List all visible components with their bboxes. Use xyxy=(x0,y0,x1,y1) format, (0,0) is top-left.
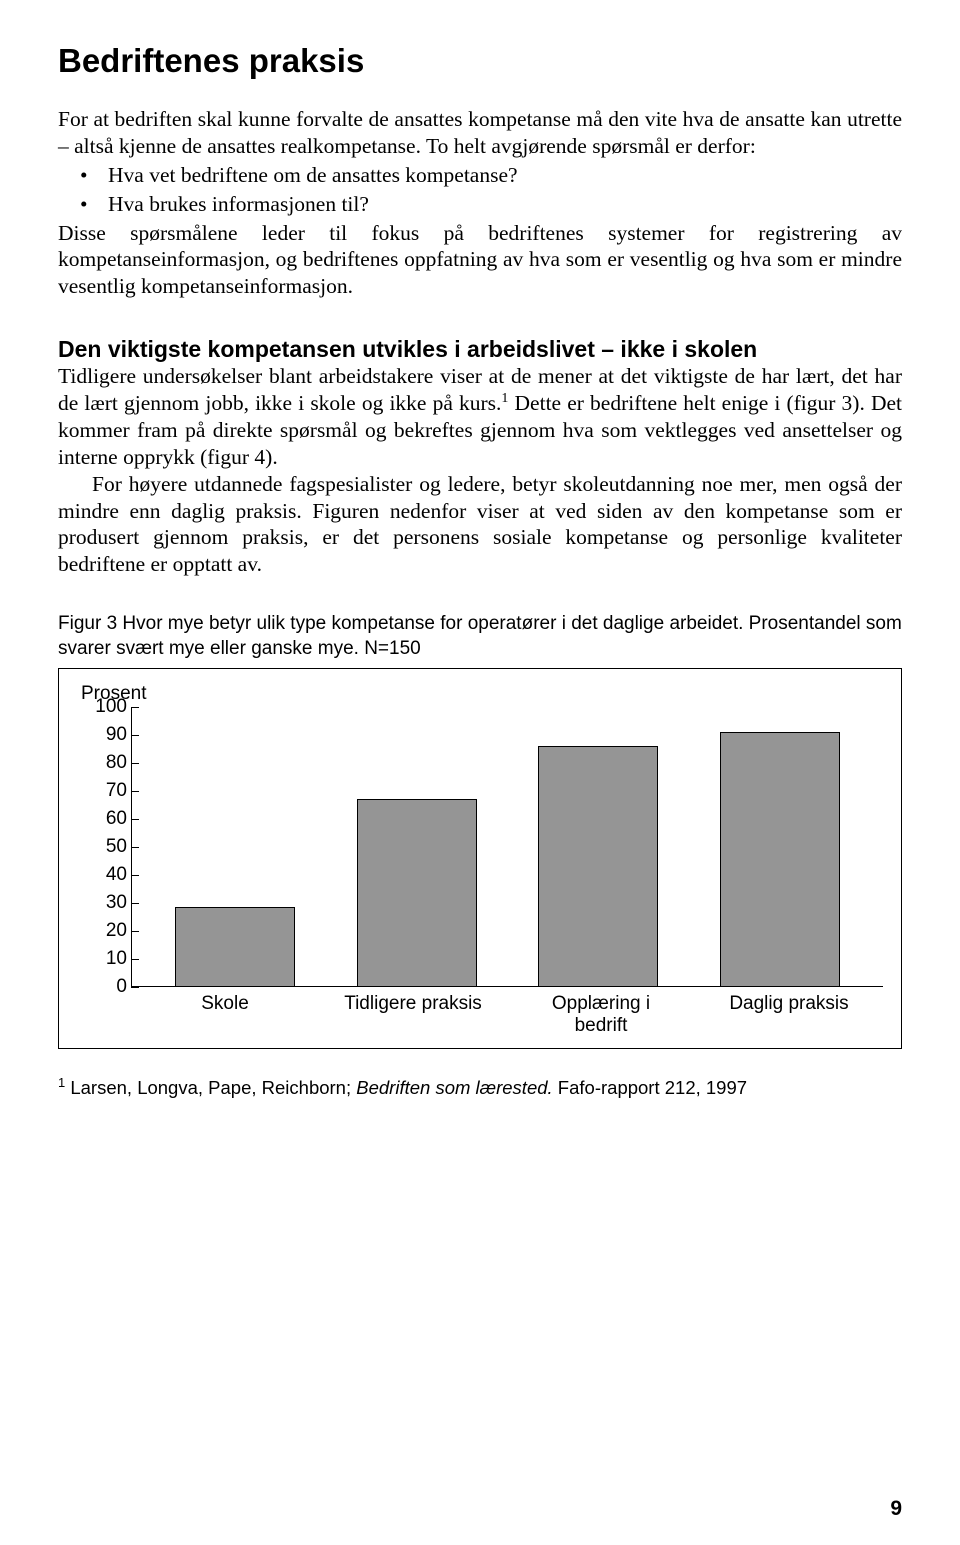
chart-bar xyxy=(357,799,477,986)
bullet-text: Hva vet bedriftene om de ansattes kompet… xyxy=(108,162,518,189)
y-tick-label: 10 xyxy=(106,948,127,970)
y-tick-label: 0 xyxy=(116,976,127,998)
y-tick-label: 80 xyxy=(106,752,127,774)
y-tick-label: 100 xyxy=(95,696,127,718)
para-2a: Tidligere undersøkelser blant arbeidstak… xyxy=(58,363,902,578)
subsection-heading: Den viktigste kompetansen utvikles i arb… xyxy=(58,336,902,363)
chart-bar xyxy=(538,746,658,986)
chart-bars xyxy=(131,707,883,987)
chart-y-label: Prosent xyxy=(81,683,883,705)
x-tick-label: Daglig praksis xyxy=(695,993,883,1039)
section-heading: Bedriftenes praksis xyxy=(58,42,902,80)
x-tick-label: Skole xyxy=(131,993,319,1039)
bullet-dot-icon: • xyxy=(80,191,108,218)
y-tick-label: 70 xyxy=(106,780,127,802)
figure-caption: Figur 3 Hvor mye betyr ulik type kompeta… xyxy=(58,612,902,661)
x-tick-label: Opplæring ibedrift xyxy=(507,993,695,1039)
y-tick-label: 60 xyxy=(106,808,127,830)
y-tick-label: 90 xyxy=(106,724,127,746)
bullet-text: Hva brukes informasjonen til? xyxy=(108,191,369,218)
bullet-dot-icon: • xyxy=(80,162,108,189)
chart-bar xyxy=(175,907,295,985)
intro-paragraph: For at bedriften skal kunne forvalte de … xyxy=(58,106,902,160)
page-number: 9 xyxy=(890,1497,902,1521)
chart-x-labels: SkoleTidligere praksisOpplæring ibedrift… xyxy=(131,993,883,1039)
footnote: 1 Larsen, Longva, Pape, Reichborn; Bedri… xyxy=(58,1075,902,1099)
bar-chart: Prosent 0 10 20 30 40 50 60 70 80 90 100 SkoleTidl… xyxy=(58,668,902,1050)
y-tick-label: 40 xyxy=(106,864,127,886)
para-1b: Disse spørsmålene leder til fokus på bed… xyxy=(58,220,902,301)
chart-y-axis: 0102030405060708090100 xyxy=(77,707,131,987)
para-1a: For at bedriften skal kunne forvalte de … xyxy=(58,106,902,160)
chart-plot-area: 0102030405060708090100 xyxy=(77,707,883,987)
bullet-item: • Hva vet bedriftene om de ansattes komp… xyxy=(80,162,902,189)
bullet-list: • Hva vet bedriftene om de ansattes komp… xyxy=(80,162,902,218)
para-2b: For høyere utdannede fagspesialister og … xyxy=(58,471,902,579)
bullet-item: • Hva brukes informasjonen til? xyxy=(80,191,902,218)
x-tick-label: Tidligere praksis xyxy=(319,993,507,1039)
y-tick-label: 30 xyxy=(106,892,127,914)
y-tick-label: 50 xyxy=(106,836,127,858)
chart-bar xyxy=(720,732,840,986)
y-tick-label: 20 xyxy=(106,920,127,942)
